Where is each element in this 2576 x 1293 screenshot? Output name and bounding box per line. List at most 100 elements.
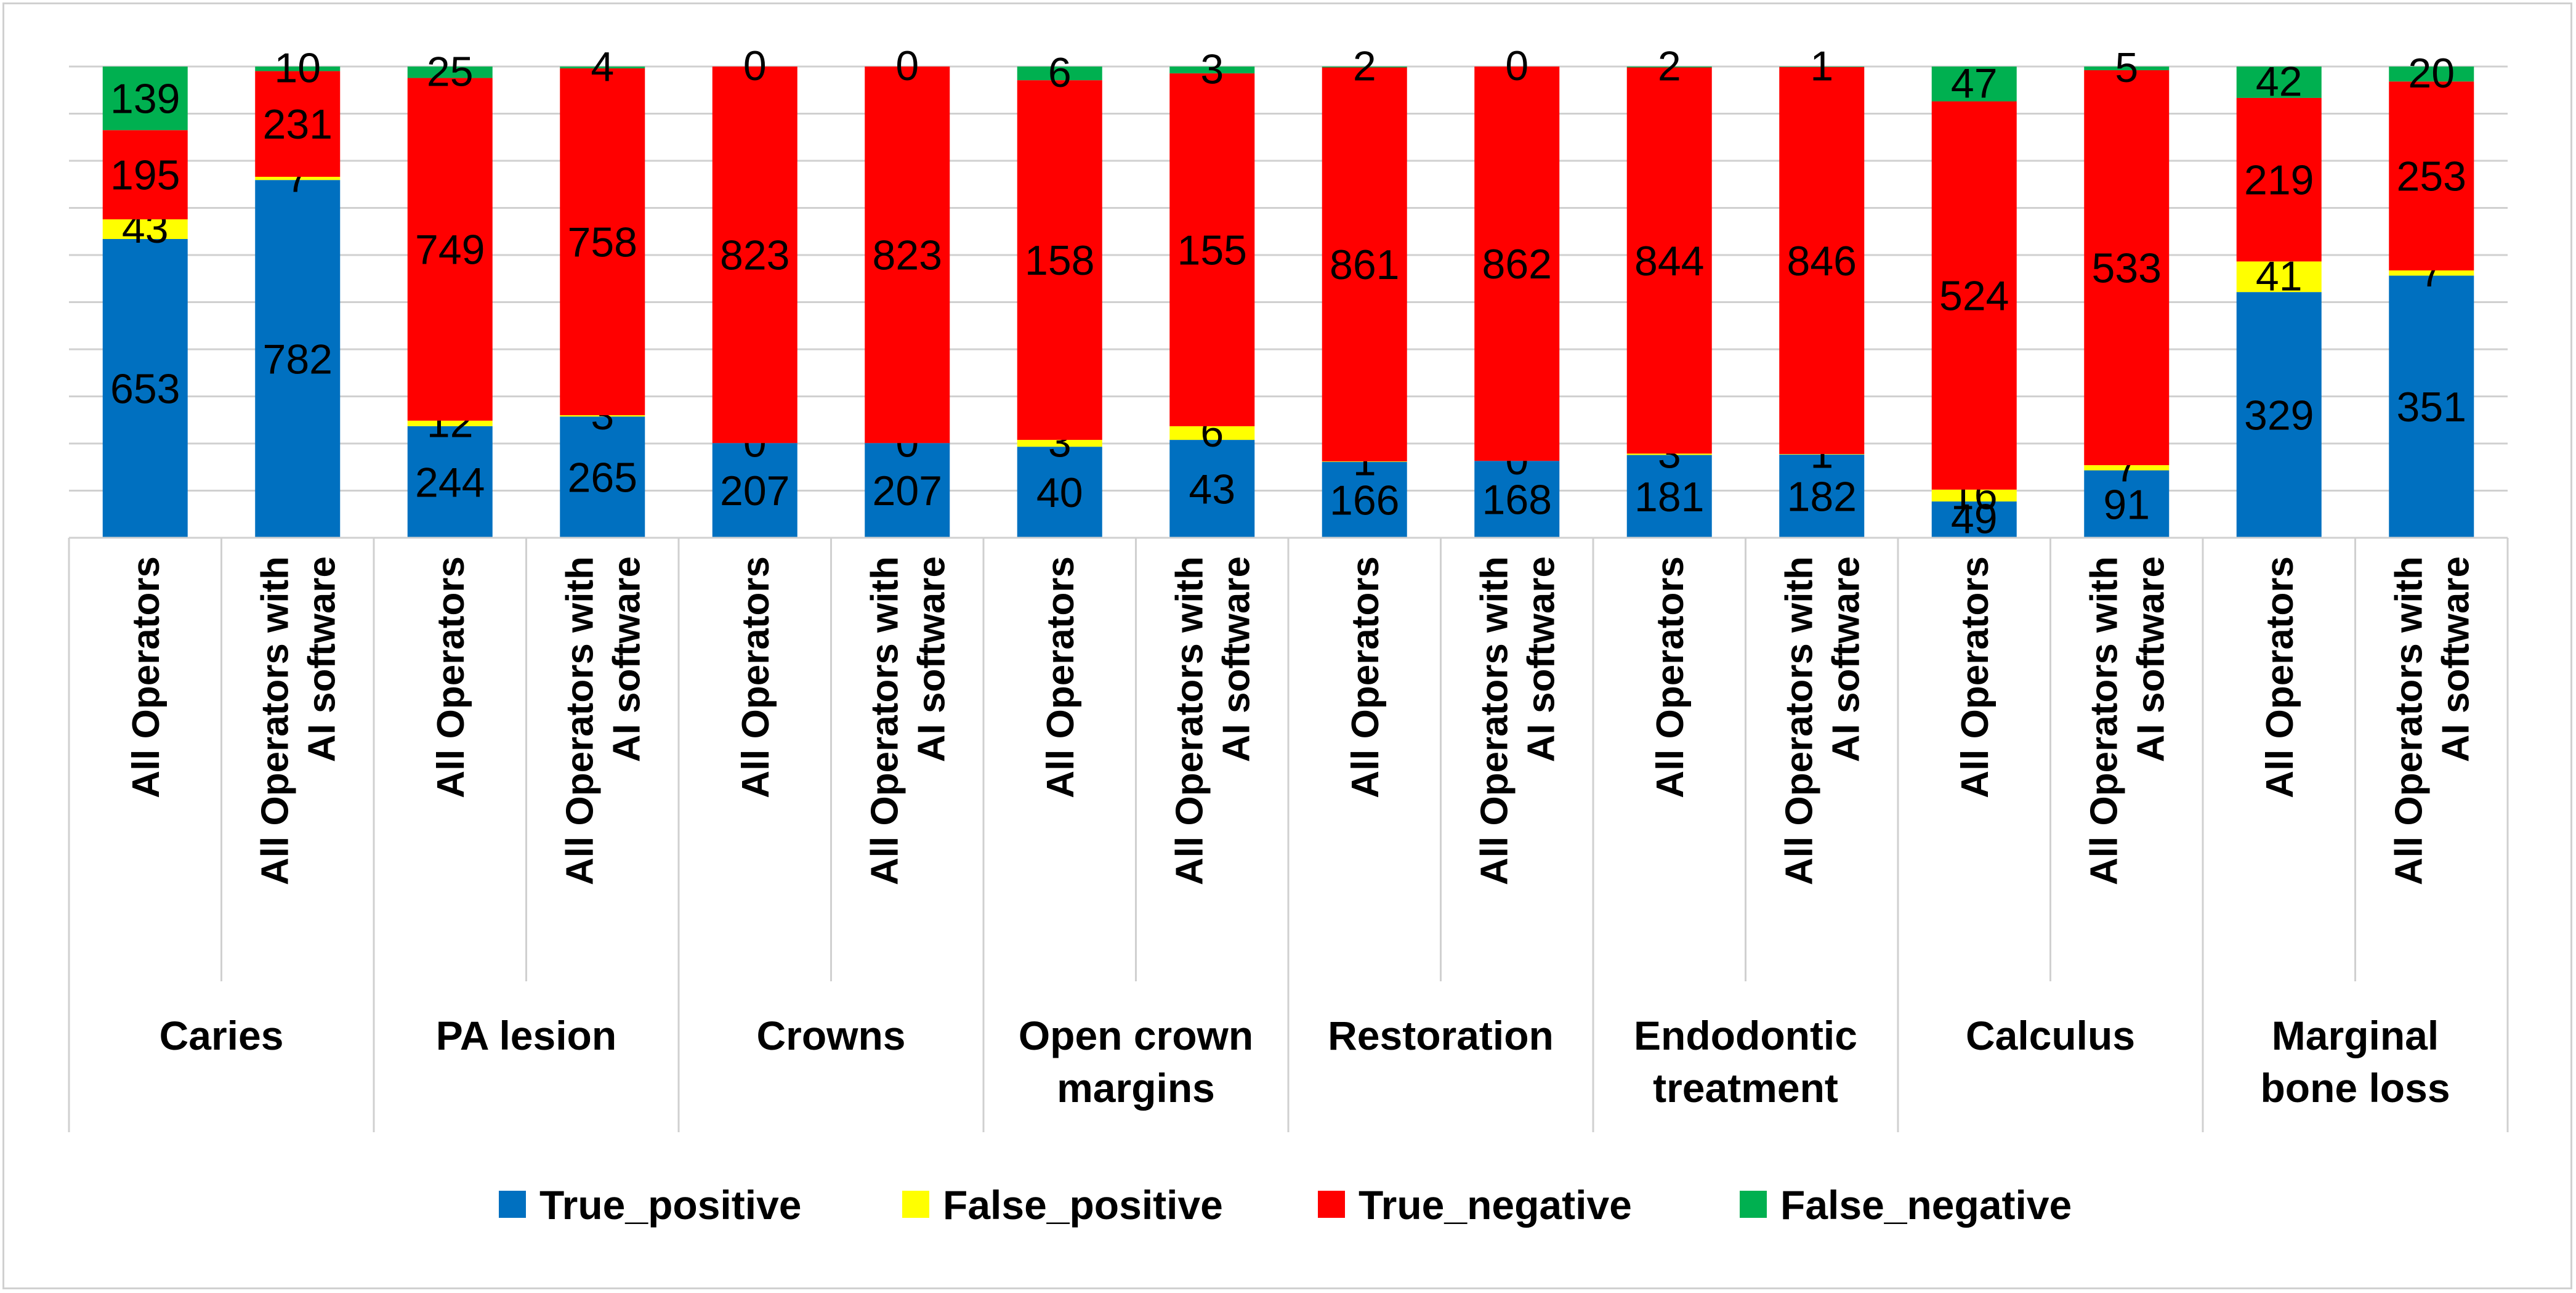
bar-segment-false-negative xyxy=(2236,67,2322,98)
bar-segment-false-positive xyxy=(1322,461,1407,462)
bar-category-label: All Operators with xyxy=(1473,556,1516,885)
data-label-true-negative: 253 xyxy=(2397,153,2466,200)
bar-segment-false-negative xyxy=(560,67,645,68)
bar-category-label: AI software xyxy=(2434,556,2477,762)
data-label-true-positive: 207 xyxy=(720,468,789,514)
data-label-true-positive: 351 xyxy=(2397,384,2466,431)
bar-segment-true-positive xyxy=(560,416,645,538)
data-label-true-positive: 207 xyxy=(873,468,942,514)
group-label: Crowns xyxy=(756,1013,905,1058)
data-label-true-negative: 749 xyxy=(415,227,485,274)
bar-category-label: All Operators with xyxy=(1778,556,1820,885)
bar-segment-false-positive xyxy=(2084,465,2170,471)
data-label-false-negative: 139 xyxy=(110,76,180,123)
data-label-true-positive: 181 xyxy=(1634,474,1704,521)
bar-segment-true-positive xyxy=(102,239,188,538)
data-label-true-negative: 862 xyxy=(1482,241,1552,288)
bar-category-label: All Operators xyxy=(1649,556,1692,798)
bar-category-label: AI software xyxy=(1520,556,1562,762)
bar-segment-false-negative xyxy=(1931,67,2017,102)
data-label-true-negative: 844 xyxy=(1634,238,1704,285)
bar-segment-true-positive xyxy=(407,426,493,538)
group-label: Endodontic xyxy=(1634,1013,1857,1058)
bar-segment-true-positive xyxy=(1322,461,1407,538)
data-label-true-negative: 219 xyxy=(2244,157,2314,204)
bar-segment-true-negative xyxy=(1017,80,1102,440)
bar-category-label: AI software xyxy=(910,556,953,762)
bar-category-label: All Operators with xyxy=(1168,556,1211,885)
data-label-true-negative: 155 xyxy=(1177,227,1247,274)
bar-segment-false-positive xyxy=(1169,426,1255,440)
bar-segment-false-positive xyxy=(2236,261,2322,293)
group-label: margins xyxy=(1057,1065,1215,1111)
data-label-false-negative: 10 xyxy=(274,45,321,92)
bar-category-label: All Operators xyxy=(1954,556,1997,798)
bar-segment-false-positive xyxy=(102,219,188,240)
bar-segment-false-positive xyxy=(1626,453,1712,455)
bar-segment-true-negative xyxy=(407,78,493,421)
bar-category-label: AI software xyxy=(2130,556,2172,762)
bar-segment-false-positive xyxy=(407,420,493,426)
bar-segment-false-negative xyxy=(407,67,493,78)
data-label-false-negative: 5 xyxy=(2115,44,2138,91)
bar-category-label: All Operators xyxy=(2259,556,2301,798)
data-label-true-positive: 244 xyxy=(415,459,485,506)
group-label: Calculus xyxy=(1966,1013,2135,1058)
bar-segment-true-positive xyxy=(712,443,797,538)
data-label-false-negative: 0 xyxy=(895,43,919,89)
legend-label-true-negative: True_negative xyxy=(1359,1182,1632,1228)
legend-label-false-negative: False_negative xyxy=(1780,1182,2072,1228)
group-label: Restoration xyxy=(1328,1013,1554,1058)
bar-segment-true-negative xyxy=(1169,73,1255,426)
data-label-true-positive: 49 xyxy=(1951,496,1998,543)
bar-segment-false-positive xyxy=(255,176,341,180)
bar-segment-true-negative xyxy=(2084,70,2170,466)
bar-category-label: All Operators xyxy=(735,556,777,798)
data-label-false-negative: 20 xyxy=(2408,50,2455,97)
data-label-true-negative: 861 xyxy=(1330,241,1399,288)
legend-label-false-positive: False_positive xyxy=(943,1182,1223,1228)
bar-segment-false-negative xyxy=(255,67,341,71)
bar-segment-false-positive xyxy=(560,415,645,417)
bar-category-label: All Operators with xyxy=(2083,556,2125,885)
data-label-true-negative: 846 xyxy=(1787,238,1857,285)
data-label-true-negative: 823 xyxy=(873,232,942,279)
bar-segment-true-negative xyxy=(102,130,188,220)
group-label: bone loss xyxy=(2260,1065,2450,1111)
bar-category-label: AI software xyxy=(301,556,343,762)
bar-segment-false-negative xyxy=(2389,67,2474,82)
bar-segment-true-positive xyxy=(2236,292,2322,538)
data-label-true-positive: 168 xyxy=(1482,477,1552,524)
bar-segment-true-positive xyxy=(1017,447,1102,538)
data-label-true-positive: 91 xyxy=(2103,481,2150,528)
bar-segment-false-positive xyxy=(1017,440,1102,447)
bar-segment-true-positive xyxy=(1931,501,2017,538)
bar-segment-false-positive xyxy=(1779,454,1865,455)
bar-segment-true-negative xyxy=(2236,97,2322,262)
data-label-true-negative: 524 xyxy=(1939,273,2009,320)
data-label-true-positive: 265 xyxy=(568,455,637,501)
bar-segment-false-positive xyxy=(1931,489,2017,502)
bar-segment-true-negative xyxy=(1474,67,1560,461)
data-label-false-negative: 1 xyxy=(1810,43,1833,89)
bar-segment-true-positive xyxy=(865,443,950,538)
data-label-true-positive: 166 xyxy=(1330,477,1399,524)
data-label-false-negative: 2 xyxy=(1658,43,1681,90)
data-label-false-negative: 2 xyxy=(1353,43,1376,90)
data-label-true-negative: 823 xyxy=(720,232,789,279)
data-label-true-negative: 158 xyxy=(1025,237,1094,284)
bar-segment-true-positive xyxy=(1474,461,1560,538)
data-label-true-negative: 195 xyxy=(110,152,180,199)
group-label: Marginal xyxy=(2272,1013,2439,1058)
bar-category-label: AI software xyxy=(1215,556,1258,762)
bar-segment-true-positive xyxy=(1626,455,1712,538)
legend-swatch-true-negative xyxy=(1318,1191,1345,1218)
bar-segment-false-positive xyxy=(2389,270,2474,276)
data-label-true-positive: 653 xyxy=(110,366,180,413)
data-label-true-positive: 182 xyxy=(1787,473,1857,520)
data-label-false-negative: 42 xyxy=(2256,58,2303,105)
bar-segment-true-positive xyxy=(2389,275,2474,538)
data-label-true-negative: 231 xyxy=(263,101,333,148)
bar-segment-false-negative xyxy=(1169,67,1255,74)
